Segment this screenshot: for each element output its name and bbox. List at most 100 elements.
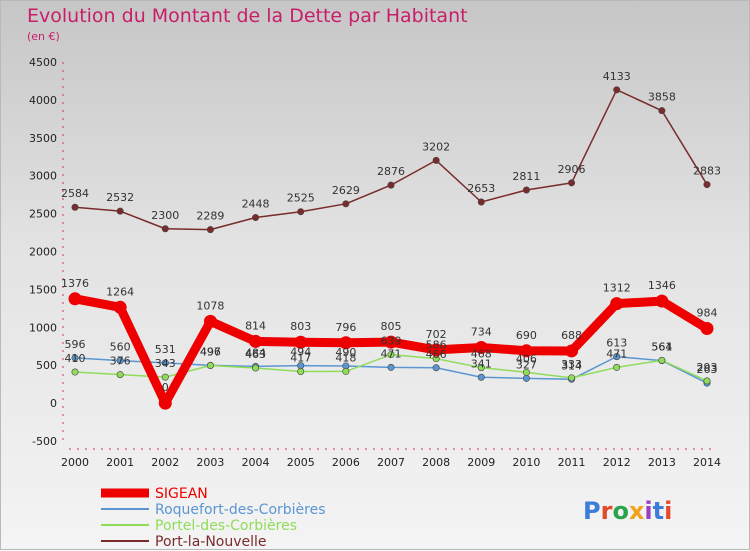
y-tick-label: 2000	[29, 246, 57, 259]
x-tick-label: 2004	[242, 456, 270, 469]
data-label: 410	[65, 352, 86, 365]
legend-label: Roquefort-des-Corbières	[155, 502, 326, 518]
data-label: 690	[516, 329, 537, 342]
data-point	[339, 336, 353, 350]
data-point	[161, 373, 169, 381]
data-point	[700, 322, 714, 336]
data-point	[613, 363, 621, 371]
y-tick-label: 4000	[29, 94, 57, 107]
data-point	[71, 368, 79, 376]
data-label: 471	[606, 347, 627, 360]
data-point	[568, 179, 576, 187]
data-point	[522, 368, 530, 376]
data-label: 702	[426, 328, 447, 341]
data-label: 343	[155, 357, 176, 370]
y-tick-label: 1000	[29, 321, 57, 334]
x-tick-label: 2006	[332, 456, 360, 469]
data-point	[249, 334, 263, 348]
data-label: 484	[245, 346, 266, 359]
data-point	[252, 214, 260, 222]
data-point	[568, 374, 576, 382]
data-point	[613, 353, 621, 361]
data-label: 639	[381, 335, 402, 348]
data-label: 496	[200, 346, 221, 359]
data-label: 2811	[512, 170, 540, 183]
data-point	[432, 156, 440, 164]
data-point	[203, 314, 217, 328]
data-point	[432, 364, 440, 372]
data-label: 418	[335, 351, 356, 364]
data-label: 3858	[648, 91, 676, 104]
data-label: 2525	[287, 192, 315, 205]
brand-logo: Proxiti	[583, 497, 672, 525]
data-label: 333	[561, 358, 582, 371]
data-point	[116, 357, 124, 365]
y-tick-label: 500	[36, 359, 57, 372]
data-point	[658, 356, 666, 364]
data-label: 2289	[196, 210, 224, 223]
brand-logo-letter: x	[629, 497, 645, 525]
data-label: 2629	[332, 184, 360, 197]
legend-label: SIGEAN	[155, 486, 208, 502]
data-label: 688	[561, 329, 582, 342]
data-label: 560	[110, 341, 131, 354]
data-point	[655, 294, 669, 308]
data-label: 1346	[648, 279, 676, 292]
x-tick-label: 2012	[603, 456, 631, 469]
data-point	[613, 86, 621, 94]
data-point	[384, 335, 398, 349]
data-label: 3202	[422, 140, 450, 153]
data-label: 984	[697, 307, 718, 320]
chart-title: Evolution du Montant de la Dette par Hab…	[27, 5, 468, 27]
data-label: 613	[606, 337, 627, 350]
data-point	[703, 377, 711, 385]
data-point	[294, 335, 308, 349]
data-label: 406	[516, 352, 537, 365]
legend-label: Portel-des-Corbières	[155, 518, 297, 534]
data-point	[342, 200, 350, 208]
data-point	[610, 297, 624, 311]
y-tick-label: 2500	[29, 208, 57, 221]
data-label: 466	[426, 348, 447, 361]
data-label: 1376	[61, 277, 89, 290]
data-label: 586	[426, 339, 447, 352]
chart-subtitle: (en €)	[27, 30, 60, 43]
x-tick-label: 2000	[61, 456, 89, 469]
data-label: 596	[65, 338, 86, 351]
data-label: 497	[200, 345, 221, 358]
data-label: 471	[381, 347, 402, 360]
data-label: 376	[110, 355, 131, 368]
data-point	[206, 226, 214, 234]
y-tick-label: -500	[32, 435, 57, 448]
y-tick-label: 1500	[29, 283, 57, 296]
legend-label: Port-la-Nouvelle	[155, 534, 267, 550]
data-label: 263	[697, 363, 718, 376]
data-label: 2584	[61, 187, 89, 200]
data-point	[474, 340, 488, 354]
data-label: 1078	[196, 299, 224, 312]
x-tick-label: 2003	[196, 456, 224, 469]
data-label: 494	[290, 346, 311, 359]
data-point	[297, 367, 305, 375]
y-tick-label: 3000	[29, 170, 57, 183]
data-point	[477, 373, 485, 381]
x-tick-label: 2013	[648, 456, 676, 469]
data-label: 468	[471, 348, 492, 361]
y-tick-label: 3500	[29, 132, 57, 145]
x-tick-label: 2010	[512, 456, 540, 469]
y-tick-label: 0	[50, 397, 57, 410]
data-point	[477, 364, 485, 372]
data-label: 2448	[242, 198, 270, 211]
data-point	[477, 198, 485, 206]
brand-logo-letter: P	[583, 497, 601, 525]
data-label: 314	[561, 359, 582, 372]
data-point	[297, 208, 305, 216]
data-point	[116, 207, 124, 215]
data-label: 803	[290, 320, 311, 333]
data-point	[658, 107, 666, 115]
data-label: 561	[651, 341, 672, 354]
data-label: 564	[651, 340, 672, 353]
data-label: 490	[335, 346, 356, 359]
